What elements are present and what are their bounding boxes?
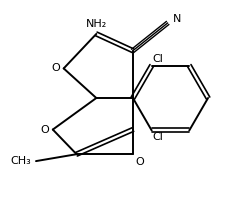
Text: O: O [51,63,60,73]
Text: NH₂: NH₂ [86,19,107,29]
Text: O: O [40,125,49,135]
Text: CH₃: CH₃ [10,156,31,166]
Text: O: O [135,157,144,167]
Text: N: N [173,14,181,24]
Text: Cl: Cl [153,132,164,142]
Text: Cl: Cl [153,54,164,64]
